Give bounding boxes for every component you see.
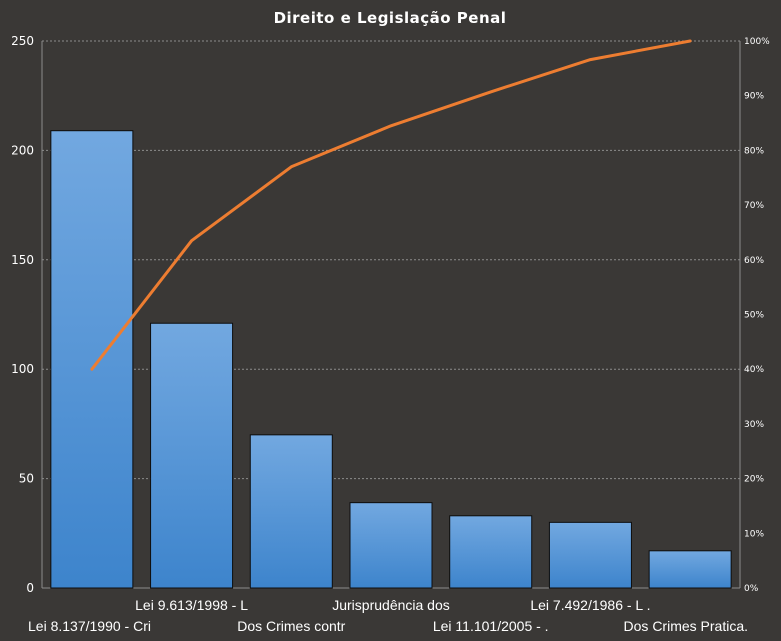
y2-tick-label-10: 100%: [744, 37, 770, 47]
y-tick-label-2: 100: [11, 362, 34, 376]
y-axis-left-ticks: 0 50 100 150 200 250: [11, 34, 34, 595]
y-tick-label-0: 0: [26, 581, 34, 595]
bar-1: [150, 322, 234, 589]
x-tick-label-6: Dos Crimes Pratica.: [624, 618, 748, 634]
y2-tick-label-0: 0%: [744, 584, 759, 594]
x-tick-label-3: Jurisprudência dos: [332, 597, 450, 613]
bar-2: [249, 434, 333, 589]
x-tick-label-4: Lei 11.101/2005 - .: [433, 618, 549, 634]
x-tick-label-5: Lei 7.492/1986 - L .: [530, 597, 650, 613]
y-axis-right-ticks: 0% 10% 20% 30% 40% 50% 60% 70% 80% 90% 100%: [744, 37, 770, 594]
y2-tick-label-1: 10%: [744, 529, 764, 539]
bar-5: [548, 521, 632, 589]
x-tick-label-0: Lei 8.137/1990 - Cri: [28, 618, 151, 634]
x-tick-label-1: Lei 9.613/1998 - L: [135, 597, 248, 613]
bar-6: [648, 550, 732, 589]
x-tick-label-2: Dos Crimes contr: [237, 618, 345, 634]
bar-0: [50, 130, 134, 589]
y-tick-label-4: 200: [11, 143, 34, 157]
bars: [50, 130, 732, 589]
y2-tick-label-2: 20%: [744, 475, 764, 485]
x-axis-ticks: Lei 8.137/1990 - Cri Lei 9.613/1998 - L Do…: [28, 597, 748, 634]
gridlines: [42, 40, 740, 480]
y2-tick-label-8: 80%: [744, 146, 764, 156]
chart-title: Direito e Legislação Penal: [274, 9, 507, 27]
cumulative-line-path: [90, 39, 692, 371]
y-tick-label-3: 150: [11, 253, 34, 267]
y2-tick-label-4: 40%: [744, 365, 764, 375]
cumulative-line: [90, 39, 692, 371]
bar-4: [449, 515, 533, 589]
y2-tick-label-6: 60%: [744, 256, 764, 266]
y2-tick-label-9: 90%: [744, 92, 764, 102]
y2-tick-label-7: 70%: [744, 201, 764, 211]
y-tick-label-5: 250: [11, 34, 34, 48]
y2-tick-label-5: 50%: [744, 311, 764, 321]
y2-tick-label-3: 30%: [744, 420, 764, 430]
bar-3: [349, 502, 433, 589]
y-tick-label-1: 50: [19, 472, 34, 486]
